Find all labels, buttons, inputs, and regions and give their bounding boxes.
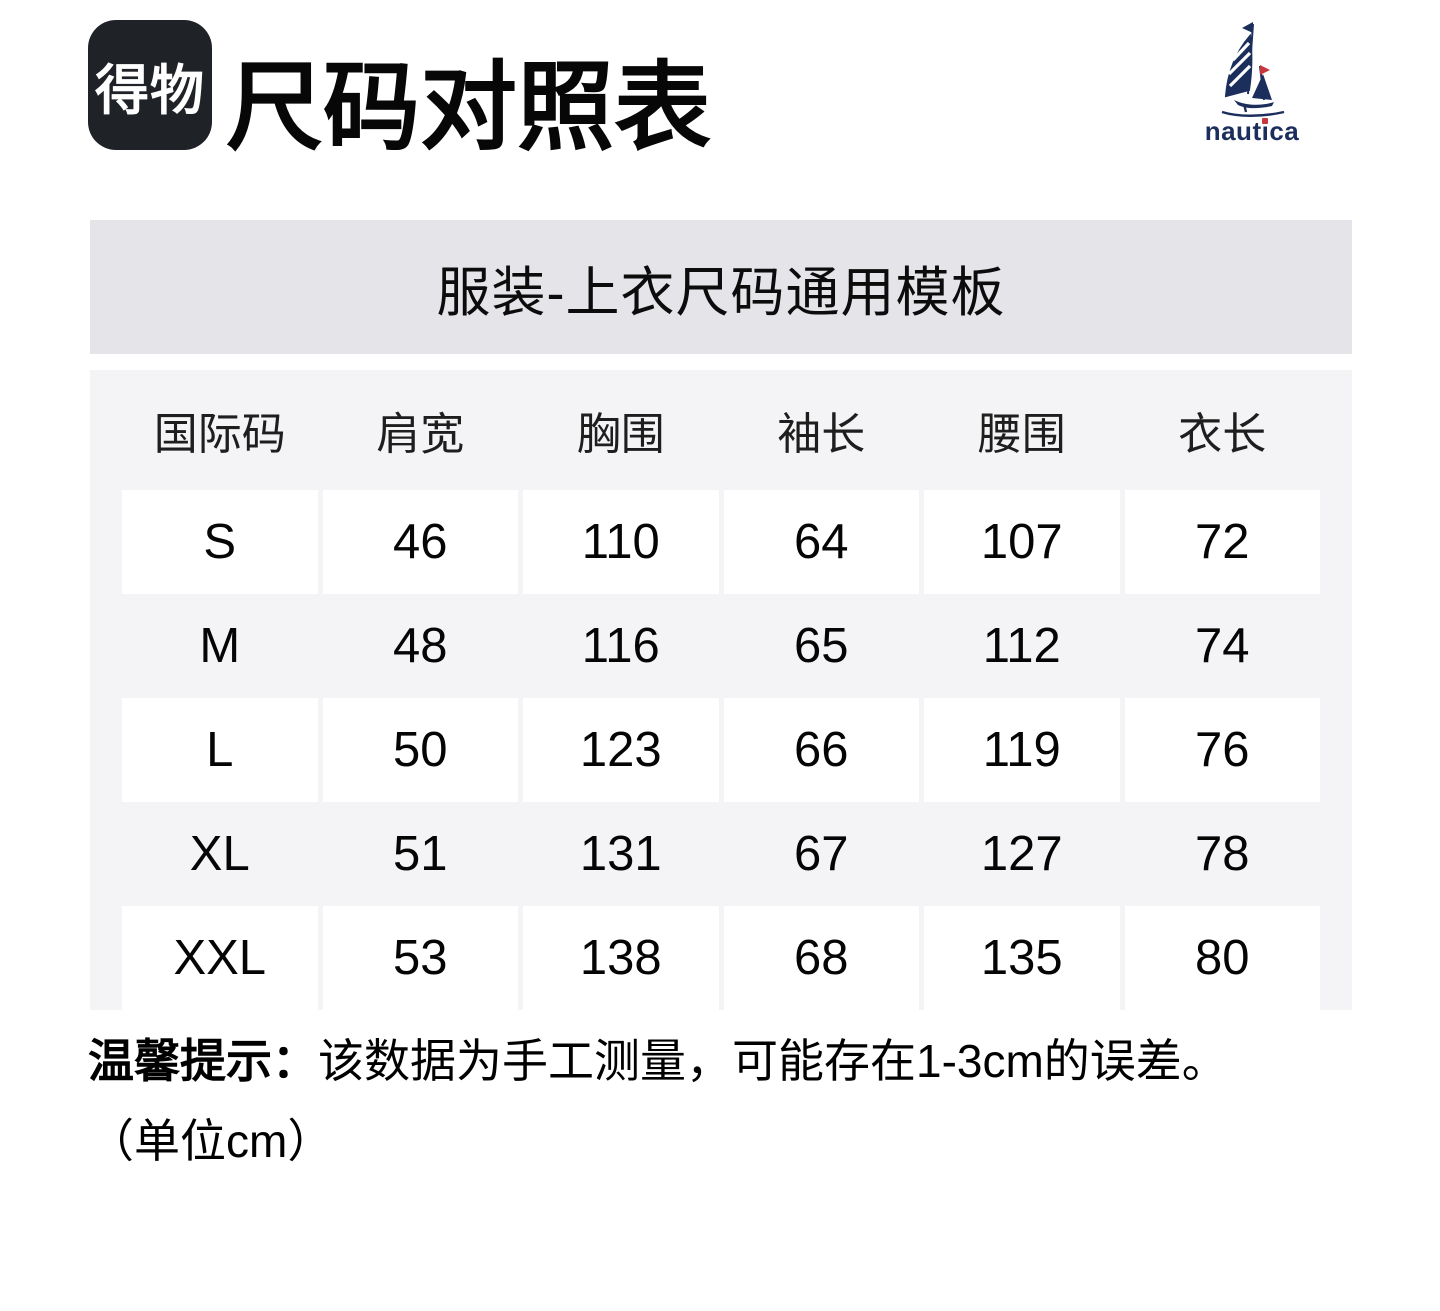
unit-note: （单位cm） xyxy=(88,1115,334,1167)
table-header-row: 国际码 肩宽 胸围 袖长 腰围 衣长 xyxy=(90,370,1352,490)
nautica-wordmark: nautica xyxy=(1205,118,1300,144)
note-text: 该数据为手工测量，可能存在1-3cm的误差。 xyxy=(318,1035,1228,1087)
value-cell: 116 xyxy=(581,619,660,673)
column-header-length: 衣长 xyxy=(1178,410,1267,459)
column-header-chest: 胸围 xyxy=(576,410,665,459)
value-cell: 80 xyxy=(1124,906,1320,1010)
size-cell: XXL xyxy=(122,906,318,1010)
value-cell: 66 xyxy=(723,698,919,802)
size-cell: L xyxy=(122,698,318,802)
wordmark-pre: naut xyxy=(1204,116,1262,146)
value-cell: 51 xyxy=(392,827,448,881)
value-cell: 72 xyxy=(1124,490,1320,594)
column-header-intl-size: 国际码 xyxy=(153,410,286,459)
value-cell: 50 xyxy=(322,698,518,802)
value-cell: 46 xyxy=(322,490,518,594)
banner-title: 服装-上衣尺码通用模板 xyxy=(436,262,1006,323)
value-cell: 78 xyxy=(1194,827,1250,881)
value-cell: 65 xyxy=(793,619,849,673)
value-cell: 123 xyxy=(523,698,719,802)
dewu-logo: 得物 xyxy=(88,20,212,150)
value-cell: 135 xyxy=(924,906,1120,1010)
table-row-m: M 48 116 65 112 74 xyxy=(90,594,1352,698)
value-cell: 127 xyxy=(980,827,1063,881)
column-header-waist: 腰围 xyxy=(977,410,1066,459)
wordmark-i: i xyxy=(1261,116,1270,146)
page-title: 尺码对照表 xyxy=(226,53,711,162)
sailboat-icon xyxy=(1194,16,1310,122)
table-row-xl: XL 51 131 67 127 78 xyxy=(90,802,1352,906)
value-cell: 131 xyxy=(579,827,662,881)
value-cell: 74 xyxy=(1194,619,1250,673)
table-row-l: L 50 123 66 119 76 xyxy=(90,698,1352,802)
value-cell: 138 xyxy=(523,906,719,1010)
value-cell: 67 xyxy=(793,827,849,881)
size-cell: M xyxy=(199,619,241,673)
value-cell: 48 xyxy=(392,619,448,673)
measurement-note: 温馨提示：该数据为手工测量，可能存在1-3cm的误差。 （单位cm） xyxy=(88,1030,1408,1172)
value-cell: 76 xyxy=(1124,698,1320,802)
table-row-s: S 46 110 64 107 72 xyxy=(90,490,1352,594)
value-cell: 53 xyxy=(322,906,518,1010)
size-cell: S xyxy=(122,490,318,594)
note-label: 温馨提示： xyxy=(88,1035,318,1087)
wordmark-post: ca xyxy=(1269,116,1300,146)
column-header-sleeve: 袖长 xyxy=(777,410,866,459)
column-header-shoulder: 肩宽 xyxy=(376,410,465,459)
value-cell: 112 xyxy=(982,619,1061,673)
size-cell: XL xyxy=(189,827,250,881)
template-banner: 服装-上衣尺码通用模板 xyxy=(90,220,1352,354)
value-cell: 110 xyxy=(523,490,719,594)
value-cell: 68 xyxy=(723,906,919,1010)
table-row-xxl: XXL 53 138 68 135 80 xyxy=(90,906,1352,1010)
value-cell: 64 xyxy=(723,490,919,594)
dewu-logo-text: 得物 xyxy=(95,60,205,121)
value-cell: 107 xyxy=(924,490,1120,594)
nautica-logo: nautica xyxy=(1194,16,1310,145)
size-table: 国际码 肩宽 胸围 袖长 腰围 衣长 S 46 110 64 107 72 M … xyxy=(90,370,1352,1010)
value-cell: 119 xyxy=(924,698,1120,802)
